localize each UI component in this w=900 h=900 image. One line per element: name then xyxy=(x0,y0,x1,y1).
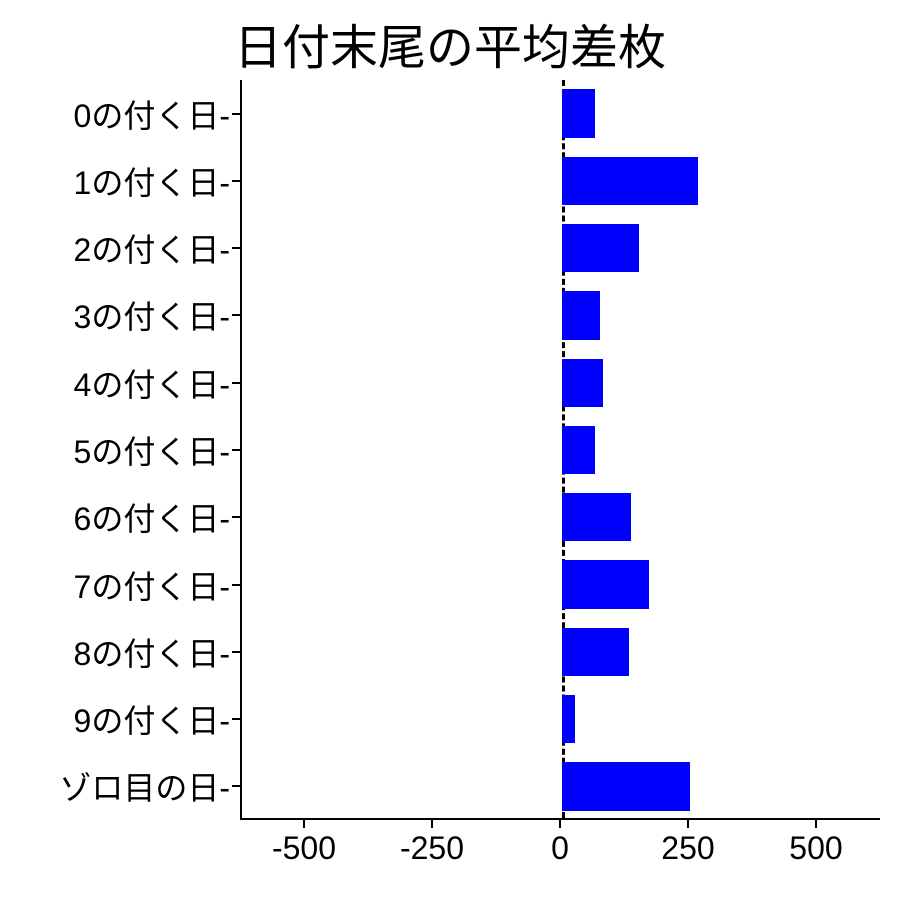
x-tick xyxy=(815,820,817,828)
bar xyxy=(562,762,690,810)
bar xyxy=(562,291,600,339)
y-axis-label: 6の付く日- xyxy=(74,494,230,540)
y-axis-label: ゾロ目の日- xyxy=(59,763,230,809)
y-axis-label: 2の付く日- xyxy=(74,225,230,271)
plot-area xyxy=(240,80,880,820)
bar xyxy=(562,89,595,137)
chart-container: 日付末尾の平均差枚 0の付く日- 1の付く日- 2の付く日- 3の付く日- 4の付く日-… xyxy=(0,0,900,900)
y-tick xyxy=(232,113,240,115)
y-tick xyxy=(232,651,240,653)
x-axis-label: 500 xyxy=(789,830,842,867)
x-tick xyxy=(431,820,433,828)
y-tick xyxy=(232,247,240,249)
x-axis-label: -500 xyxy=(272,830,336,867)
bar xyxy=(562,359,603,407)
y-axis-label: 4の付く日- xyxy=(74,360,230,406)
y-axis-label: 1の付く日- xyxy=(74,158,230,204)
y-tick xyxy=(232,382,240,384)
y-axis-label: 3の付く日- xyxy=(74,292,230,338)
bar xyxy=(562,224,639,272)
y-tick xyxy=(232,584,240,586)
y-tick xyxy=(232,785,240,787)
y-tick xyxy=(232,718,240,720)
y-axis-label: 5の付く日- xyxy=(74,427,230,473)
bar xyxy=(562,426,595,474)
x-axis-label: 250 xyxy=(661,830,714,867)
y-tick xyxy=(232,516,240,518)
y-tick xyxy=(232,180,240,182)
y-axis-label: 0の付く日- xyxy=(74,91,230,137)
x-axis-label: 0 xyxy=(551,830,569,867)
y-tick xyxy=(232,449,240,451)
bar xyxy=(562,560,649,608)
y-axis-label: 9の付く日- xyxy=(74,696,230,742)
bar xyxy=(562,157,698,205)
x-tick xyxy=(559,820,561,828)
y-axis-label: 7の付く日- xyxy=(74,562,230,608)
bar xyxy=(562,493,631,541)
y-tick xyxy=(232,314,240,316)
bar xyxy=(562,695,575,743)
x-axis-label: -250 xyxy=(400,830,464,867)
chart-title: 日付末尾の平均差枚 xyxy=(0,8,900,78)
y-axis-label: 8の付く日- xyxy=(74,629,230,675)
x-tick xyxy=(687,820,689,828)
bar xyxy=(562,628,629,676)
x-tick xyxy=(303,820,305,828)
